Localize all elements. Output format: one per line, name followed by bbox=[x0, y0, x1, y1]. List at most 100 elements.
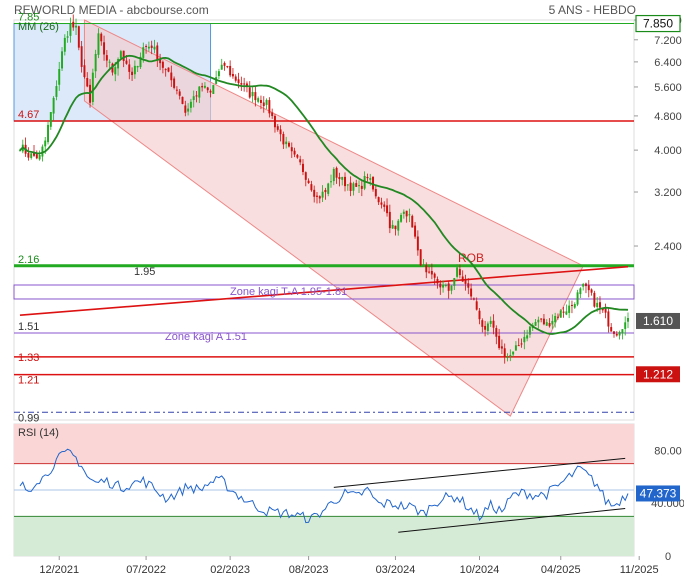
candle bbox=[167, 67, 170, 73]
candle bbox=[565, 304, 568, 316]
candle-body bbox=[607, 311, 610, 327]
candle-body bbox=[63, 37, 66, 52]
candle bbox=[576, 289, 579, 307]
candle bbox=[358, 180, 360, 193]
level-label-2-16: 2.16 bbox=[18, 254, 39, 266]
candle bbox=[156, 42, 159, 67]
candle-body bbox=[447, 283, 450, 291]
candle-body bbox=[551, 320, 554, 325]
candle-body bbox=[604, 308, 607, 313]
candle-body bbox=[262, 102, 265, 107]
candle-body bbox=[226, 66, 229, 68]
candle bbox=[534, 319, 537, 326]
candle bbox=[500, 339, 503, 354]
candle bbox=[80, 40, 83, 73]
x-tick-label: 10/2024 bbox=[460, 564, 500, 576]
candle bbox=[136, 65, 139, 73]
rsi-value-label: 47.373 bbox=[640, 486, 677, 500]
candle-body bbox=[495, 328, 498, 337]
candle bbox=[131, 67, 134, 81]
candle-body bbox=[55, 86, 58, 97]
candle bbox=[587, 280, 590, 298]
candle bbox=[223, 61, 226, 71]
candle-body bbox=[498, 335, 501, 349]
candle-body bbox=[201, 86, 204, 88]
candle-body bbox=[69, 23, 72, 36]
candle bbox=[355, 179, 358, 188]
candle bbox=[338, 172, 341, 187]
candle-body bbox=[489, 320, 492, 324]
candle bbox=[279, 125, 282, 142]
candle-body bbox=[72, 21, 75, 28]
candle-body bbox=[559, 310, 562, 318]
candle bbox=[145, 44, 148, 54]
candle bbox=[618, 330, 621, 340]
candle-body bbox=[159, 59, 162, 64]
candle-body bbox=[139, 56, 142, 68]
rsi-value-tag: 47.373 bbox=[636, 485, 680, 502]
candle-body bbox=[100, 33, 103, 42]
candle-body bbox=[338, 177, 341, 180]
candle-body bbox=[388, 211, 391, 229]
candle-body bbox=[131, 71, 134, 76]
candle-body bbox=[428, 271, 431, 273]
candle bbox=[523, 330, 526, 350]
price-tick-label: 7.200 bbox=[654, 35, 682, 47]
candle-body bbox=[161, 61, 164, 68]
candle bbox=[38, 150, 41, 161]
candle bbox=[624, 316, 627, 336]
candle bbox=[579, 287, 582, 298]
candle bbox=[122, 50, 125, 68]
candle-body bbox=[422, 264, 425, 266]
candle-body bbox=[153, 46, 156, 50]
candle bbox=[545, 319, 548, 326]
candle-body bbox=[366, 176, 369, 179]
candle-body bbox=[383, 204, 386, 207]
candle bbox=[559, 309, 562, 318]
candle bbox=[425, 262, 428, 279]
ma-legend: MM (26) bbox=[18, 21, 59, 33]
price-tag: 1.610 bbox=[636, 312, 680, 329]
candle bbox=[615, 331, 618, 337]
candle-body bbox=[167, 67, 170, 72]
candle-body bbox=[416, 236, 419, 251]
candle bbox=[481, 318, 484, 333]
candle-body bbox=[119, 51, 122, 59]
candle-body bbox=[394, 225, 397, 230]
candle bbox=[528, 325, 531, 338]
x-tick-label: 03/2024 bbox=[376, 564, 416, 576]
candle bbox=[456, 264, 459, 279]
price-tick-label: 4.000 bbox=[654, 145, 682, 157]
candle bbox=[512, 351, 515, 357]
candle-body bbox=[302, 163, 304, 173]
candle-body bbox=[478, 310, 481, 320]
candle-body bbox=[436, 279, 439, 284]
candle bbox=[66, 31, 69, 43]
candle-body bbox=[212, 85, 215, 94]
candle-body bbox=[94, 53, 97, 72]
candle bbox=[178, 89, 181, 100]
candle bbox=[402, 209, 405, 219]
candle-body bbox=[540, 318, 543, 320]
candle bbox=[30, 152, 33, 160]
candle-body bbox=[548, 322, 551, 327]
candle-body bbox=[439, 283, 442, 288]
candle-body bbox=[458, 269, 461, 276]
candle-body bbox=[307, 180, 310, 184]
candle bbox=[408, 208, 411, 223]
candle-body bbox=[442, 284, 445, 288]
candle-body bbox=[405, 210, 408, 217]
candle-body bbox=[103, 42, 106, 55]
price-tag-label: 1.212 bbox=[643, 367, 673, 381]
candle bbox=[517, 338, 520, 347]
candle-body bbox=[349, 182, 352, 191]
candle-body bbox=[198, 86, 201, 98]
candle bbox=[111, 62, 114, 76]
candle-body bbox=[257, 98, 260, 102]
candle bbox=[265, 98, 268, 110]
candle-body bbox=[467, 283, 470, 288]
candle-body bbox=[265, 99, 268, 105]
candle-body bbox=[136, 66, 139, 68]
level-label-4-67: 4.67 bbox=[18, 109, 39, 121]
candle bbox=[509, 349, 512, 362]
